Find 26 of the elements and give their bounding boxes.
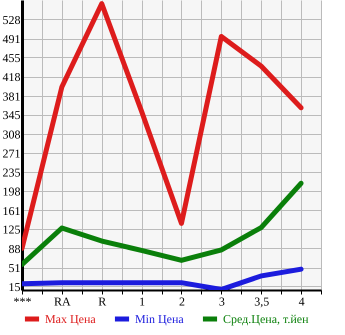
x-tick-label: RA xyxy=(54,294,72,308)
legend-label: Max Цена xyxy=(45,312,96,326)
y-tick-label: 381 xyxy=(2,89,20,104)
y-tick-label: 15 xyxy=(8,280,20,294)
y-tick-label: 51 xyxy=(8,261,20,276)
y-tick-label: 88 xyxy=(8,242,20,256)
y-tick-label: 308 xyxy=(2,127,20,142)
x-tick-label: 3,5 xyxy=(254,294,270,308)
x-tick-label: *** xyxy=(14,294,32,308)
y-tick-label: 345 xyxy=(2,108,20,122)
y-tick-label: 491 xyxy=(2,32,20,46)
x-tick-label: 2 xyxy=(178,294,185,308)
y-tick-label: 455 xyxy=(2,50,20,65)
x-tick-label: 1 xyxy=(139,294,146,308)
y-tick-label: 161 xyxy=(2,204,20,218)
y-tick-label: 271 xyxy=(2,146,20,161)
y-tick-label: 198 xyxy=(2,184,20,199)
y-tick-label: 235 xyxy=(2,165,20,180)
y-tick-label: 528 xyxy=(2,12,20,27)
x-tick-label: R xyxy=(98,294,106,308)
legend-label: Min Цена xyxy=(135,312,184,326)
y-tick-label: 418 xyxy=(2,70,20,84)
x-tick-label: 3 xyxy=(218,294,225,308)
y-tick-label: 125 xyxy=(2,222,20,237)
x-tick-label: 4 xyxy=(298,294,305,308)
legend-label: Сред.Цена, т.йен xyxy=(223,312,310,326)
